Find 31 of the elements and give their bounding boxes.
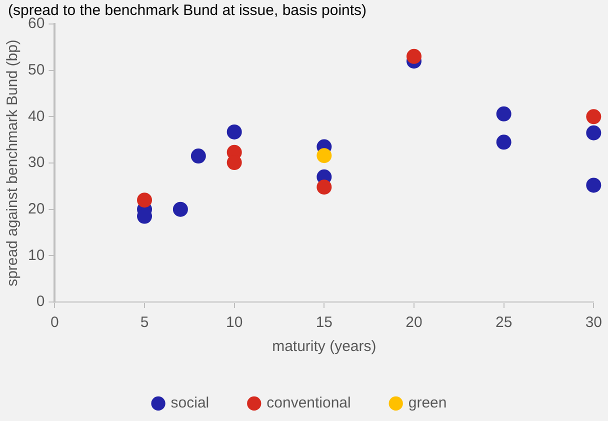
point [190, 148, 206, 164]
point [316, 180, 332, 195]
point [316, 148, 332, 164]
y-tick-label: 30 [28, 154, 45, 172]
point [137, 192, 152, 208]
x-tick-label: 20 [406, 314, 422, 332]
point [226, 124, 242, 140]
y-axis-title: spread against benchmark Bund (bp) [4, 40, 22, 286]
x-tick-label: 15 [316, 314, 333, 332]
point [496, 106, 512, 122]
point [586, 109, 602, 124]
x-tick-label: 5 [140, 314, 149, 332]
point [226, 155, 242, 170]
y-tick-label: 40 [28, 108, 45, 125]
x-tick-label: 30 [585, 314, 602, 332]
legend-label: social [170, 394, 210, 412]
x-tick-label: 0 [50, 314, 59, 332]
x-tick-label: 25 [495, 314, 512, 332]
legend-label: green [408, 394, 447, 412]
y-tick-label: 20 [28, 200, 45, 218]
point [586, 178, 602, 193]
point [406, 48, 422, 64]
y-tick-label: 10 [28, 246, 45, 264]
point [496, 134, 512, 150]
y-tick-label: 0 [36, 293, 45, 310]
x-axis-title: maturity (years) [272, 338, 376, 356]
x-tick-label: 10 [226, 314, 243, 332]
point [172, 202, 188, 217]
point [586, 125, 602, 140]
legend-label: conventional [266, 394, 351, 412]
y-tick-label: 50 [28, 61, 45, 78]
